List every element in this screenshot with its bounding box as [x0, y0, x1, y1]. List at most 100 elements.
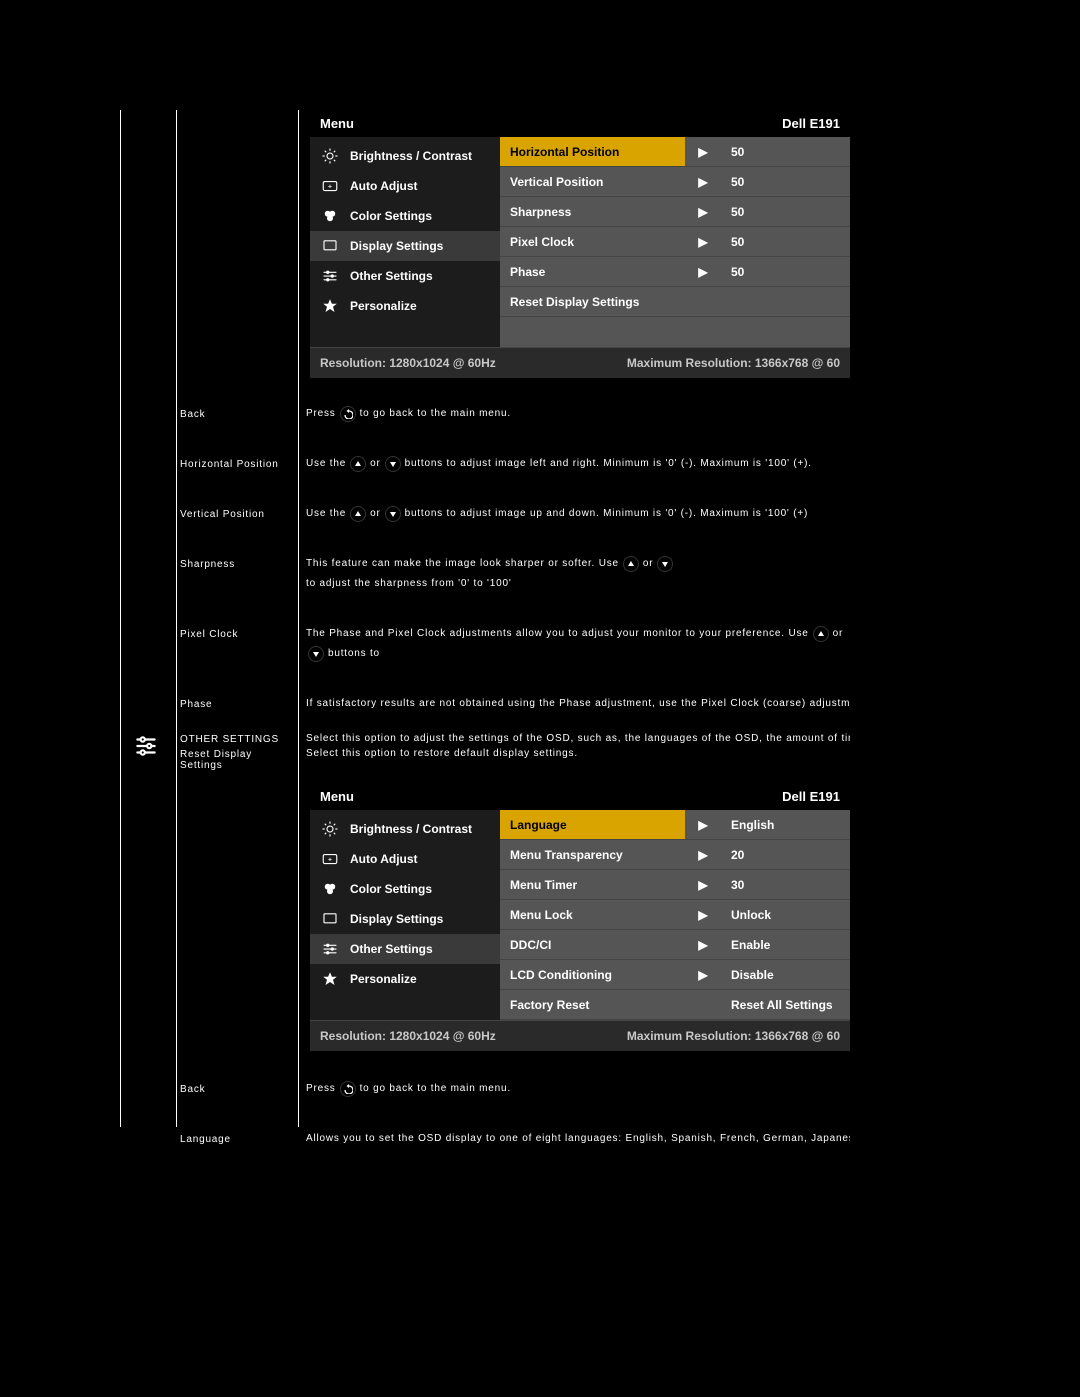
- osd-option-row[interactable]: Pixel Clock 50: [500, 227, 850, 257]
- osd-nav-item-color[interactable]: Color Settings: [310, 201, 500, 231]
- osd-option-row[interactable]: Horizontal Position 50: [500, 137, 850, 167]
- desc-text: This feature can make the image look sha…: [298, 555, 850, 593]
- osd-nav-item-brightness[interactable]: Brightness / Contrast: [310, 141, 500, 171]
- chevron-right-icon: [685, 145, 721, 159]
- chevron-right-icon: [685, 848, 721, 862]
- desc-label: Back: [176, 1080, 298, 1095]
- osd-option-row[interactable]: Factory Reset Reset All Settings: [500, 990, 850, 1020]
- osd-option-value: 50: [721, 145, 850, 159]
- down-button-icon: [308, 646, 324, 662]
- osd-option-row[interactable]: Sharpness 50: [500, 197, 850, 227]
- osd-nav-label: Color Settings: [350, 882, 432, 896]
- up-button-icon: [813, 626, 829, 642]
- brightness-icon: [320, 146, 340, 166]
- osd-option-row[interactable]: Phase 50: [500, 257, 850, 287]
- osd-nav-item-auto[interactable]: + Auto Adjust: [310, 844, 500, 874]
- osd-option-label: Language: [500, 810, 685, 839]
- osd-nav-label: Personalize: [350, 972, 417, 986]
- osd-option-row[interactable]: Menu Timer 30: [500, 870, 850, 900]
- osd-nav-label: Other Settings: [350, 942, 433, 956]
- osd-nav-label: Display Settings: [350, 912, 443, 926]
- svg-text:+: +: [328, 183, 332, 190]
- desc-label: Pixel Clock: [176, 625, 298, 640]
- desc-text: Press to go back to the main menu.: [298, 405, 850, 423]
- chevron-right-icon: [685, 818, 721, 832]
- osd-option-label: LCD Conditioning: [500, 960, 685, 989]
- down-button-icon: [385, 456, 401, 472]
- up-button-icon: [350, 506, 366, 522]
- osd-option-row[interactable]: DDC/CI Enable: [500, 930, 850, 960]
- osd-resolution-label: Resolution: 1280x1024 @ 60Hz: [320, 356, 496, 370]
- brightness-icon: [320, 819, 340, 839]
- desc-row: Phase If satisfactory results are not ob…: [176, 690, 850, 718]
- desc-row: Vertical Position Use the or buttons to …: [176, 500, 850, 528]
- other-settings-header-row: OTHER SETTINGS Select this option to adj…: [176, 725, 850, 753]
- divider-line: [120, 110, 121, 1127]
- osd-option-row[interactable]: Language English: [500, 810, 850, 840]
- osd-nav-item-star[interactable]: Personalize: [310, 291, 500, 321]
- star-icon: [320, 296, 340, 316]
- osd-nav-label: Auto Adjust: [350, 852, 418, 866]
- osd-max-resolution-label: Maximum Resolution: 1366x768 @ 60: [627, 356, 840, 370]
- osd-nav-item-color[interactable]: Color Settings: [310, 874, 500, 904]
- osd-resolution-label: Resolution: 1280x1024 @ 60Hz: [320, 1029, 496, 1043]
- svg-text:+: +: [328, 856, 332, 863]
- osd-option-row[interactable]: LCD Conditioning Disable: [500, 960, 850, 990]
- auto-icon: +: [320, 849, 340, 869]
- osd-nav-item-auto[interactable]: + Auto Adjust: [310, 171, 500, 201]
- osd-option-row[interactable]: Vertical Position 50: [500, 167, 850, 197]
- other-settings-label: OTHER SETTINGS: [176, 730, 298, 745]
- osd-nav-label: Brightness / Contrast: [350, 822, 472, 836]
- osd-nav-item-display[interactable]: Display Settings: [310, 231, 500, 261]
- other-icon: [320, 939, 340, 959]
- osd-option-value: 50: [721, 175, 850, 189]
- chevron-right-icon: [685, 938, 721, 952]
- chevron-right-icon: [685, 968, 721, 982]
- osd-menu-other-settings: Menu Dell E191 Brightness / Contrast + A…: [310, 783, 850, 1051]
- osd-option-row[interactable]: Menu Lock Unlock: [500, 900, 850, 930]
- osd-header: Menu Dell E191: [310, 783, 850, 810]
- osd-nav-item-other[interactable]: Other Settings: [310, 261, 500, 291]
- osd-option-value: 20: [721, 848, 850, 862]
- down-button-icon: [385, 506, 401, 522]
- osd-filler: [500, 317, 850, 347]
- osd-nav-label: Other Settings: [350, 269, 433, 283]
- color-icon: [320, 206, 340, 226]
- osd-menu-label: Menu: [320, 116, 354, 131]
- desc-block-other: Back Press to go back to the main menu. …: [176, 1075, 850, 1175]
- osd-left-nav: Brightness / Contrast + Auto Adjust Colo…: [310, 810, 500, 1020]
- desc-label: Back: [176, 405, 298, 420]
- osd-nav-label: Auto Adjust: [350, 179, 418, 193]
- osd-option-label: Menu Transparency: [500, 840, 685, 869]
- desc-text: Allows you to set the OSD display to one…: [298, 1130, 850, 1148]
- osd-option-value: Disable: [721, 968, 850, 982]
- osd-menu-display-settings: Menu Dell E191 Brightness / Contrast + A…: [310, 110, 850, 378]
- osd-option-label: Vertical Position: [500, 167, 685, 196]
- auto-icon: +: [320, 176, 340, 196]
- osd-option-value: Enable: [721, 938, 850, 952]
- osd-option-row[interactable]: Reset Display Settings: [500, 287, 850, 317]
- chevron-right-icon: [685, 205, 721, 219]
- chevron-right-icon: [685, 175, 721, 189]
- osd-option-row[interactable]: Menu Transparency 20: [500, 840, 850, 870]
- osd-option-label: Pixel Clock: [500, 227, 685, 256]
- desc-text: Press to go back to the main menu.: [298, 1080, 850, 1098]
- osd-nav-item-brightness[interactable]: Brightness / Contrast: [310, 814, 500, 844]
- osd-nav-item-display[interactable]: Display Settings: [310, 904, 500, 934]
- osd-header: Menu Dell E191: [310, 110, 850, 137]
- desc-text: Use the or buttons to adjust image up an…: [298, 505, 850, 523]
- osd-nav-item-other[interactable]: Other Settings: [310, 934, 500, 964]
- desc-row: Back Press to go back to the main menu.: [176, 400, 850, 428]
- desc-row: Pixel Clock The Phase and Pixel Clock ad…: [176, 620, 850, 668]
- desc-label: Phase: [176, 695, 298, 710]
- osd-option-label: Reset Display Settings: [500, 287, 685, 316]
- osd-option-value: 50: [721, 205, 850, 219]
- other-settings-desc: Select this option to adjust the setting…: [298, 730, 850, 748]
- osd-right-panel: Language English Menu Transparency 20 Me…: [500, 810, 850, 1020]
- up-button-icon: [623, 556, 639, 572]
- osd-option-label: Menu Timer: [500, 870, 685, 899]
- osd-option-label: Horizontal Position: [500, 137, 685, 166]
- page-root: Menu Dell E191 Brightness / Contrast + A…: [0, 0, 1080, 1397]
- osd-nav-item-star[interactable]: Personalize: [310, 964, 500, 994]
- desc-text: Use the or buttons to adjust image left …: [298, 455, 850, 473]
